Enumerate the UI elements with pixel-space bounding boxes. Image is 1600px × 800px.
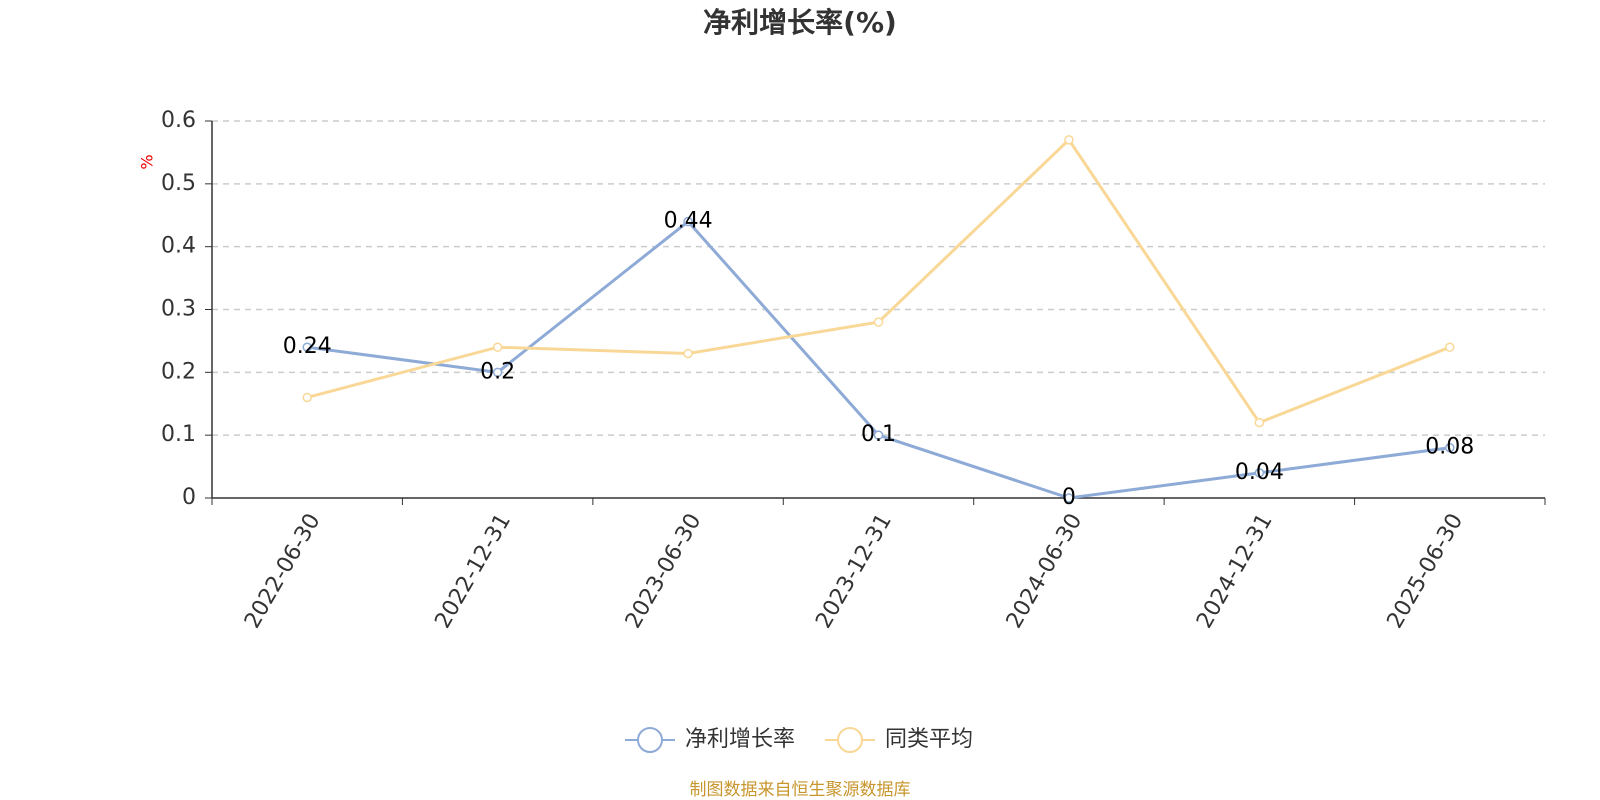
legend-marker	[637, 727, 663, 753]
data-point	[873, 317, 884, 327]
data-label: 0	[1062, 485, 1076, 510]
y-tick-label: 0.4	[161, 234, 196, 259]
data-point	[683, 348, 693, 359]
chart-title: 净利增长率(%)	[703, 6, 897, 39]
data-point	[873, 430, 884, 440]
data-point	[1445, 342, 1455, 352]
footer: 制图数据来自恒生聚源数据库	[690, 780, 911, 800]
y-tick-label: 0.5	[161, 171, 196, 196]
legend-label: 净利增长率	[685, 727, 795, 752]
series-line	[306, 137, 1451, 425]
data-point	[1254, 468, 1265, 478]
y-tick-label: 0.6	[161, 108, 196, 133]
data-point	[683, 216, 693, 227]
series-line	[307, 219, 1450, 500]
x-tick-label: 2024-06-30	[1002, 510, 1088, 633]
data-point	[1064, 135, 1074, 145]
x-tick-label: 2023-06-30	[621, 510, 707, 633]
data-point	[492, 367, 503, 378]
data-label: 0.04	[1235, 460, 1284, 485]
y-tick-label: 0	[182, 485, 196, 510]
data-label: 0.44	[664, 209, 713, 234]
data-label: 0.24	[283, 334, 332, 359]
legend-marker	[837, 727, 863, 753]
y-axis-label: %	[138, 154, 157, 169]
data-point	[302, 342, 312, 352]
y-tick-label: 0.1	[161, 422, 196, 447]
x-tick-label: 2022-06-30	[240, 510, 326, 633]
data-point	[1254, 417, 1265, 428]
x-tick-label: 2024-12-31	[1192, 510, 1278, 633]
legend-label: 同类平均	[885, 727, 973, 752]
x-tick-label: 2022-12-31	[430, 510, 516, 633]
x-tick-label: 2023-12-31	[811, 510, 897, 633]
data-label: 0.08	[1425, 435, 1474, 460]
data-label: 0.1	[861, 422, 896, 447]
data-point	[492, 342, 503, 352]
y-tick-label: 0.3	[161, 297, 196, 322]
data-point	[1064, 493, 1074, 503]
y-tick-label: 0.2	[161, 359, 196, 384]
data-label: 0.2	[480, 359, 515, 384]
data-point	[1445, 442, 1455, 453]
data-point	[302, 392, 312, 403]
x-tick-label: 2025-06-30	[1383, 510, 1469, 633]
